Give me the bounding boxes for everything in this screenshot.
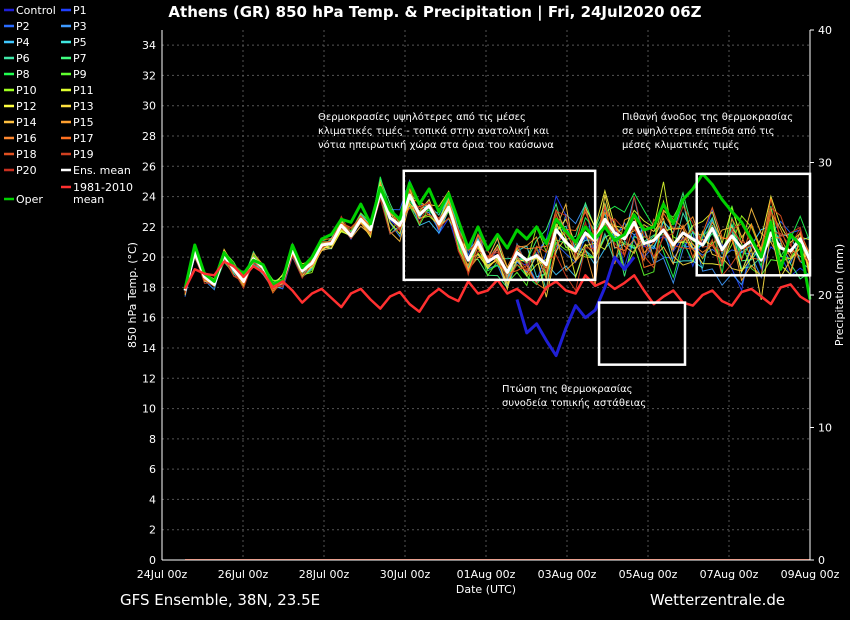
legend-entry: P17 — [73, 132, 94, 145]
y-tick-label: 0 — [149, 554, 156, 567]
annotations: Θερμοκρασίες υψηλότερες από τις μέσες κλι… — [318, 111, 793, 409]
series-line — [515, 255, 636, 358]
y-tick-label: 24 — [142, 191, 156, 204]
legend-entry: P5 — [73, 36, 87, 49]
annotation-text: Θερμοκρασίες υψηλότερες από τις μέσες — [318, 111, 526, 123]
annotation-text: νότια ηπειρωτική χώρα στα όρια του καύσω… — [318, 139, 554, 151]
y-tick-label: 34 — [142, 39, 156, 52]
grid — [161, 30, 811, 561]
legend-entry: mean — [73, 193, 104, 206]
annotation-text: Πιθανή άνοδος της θερμοκρασίας — [622, 111, 793, 123]
x-tick-label: 05Aug 00z — [619, 568, 678, 581]
annotation-box — [597, 301, 687, 366]
y-tick-label: 28 — [142, 130, 156, 143]
y2-tick-label: 20 — [818, 289, 832, 302]
x-tick-label: 07Aug 00z — [700, 568, 759, 581]
x-tick-label: 24Jul 00z — [137, 568, 188, 581]
axes: 0246810121416182022242628303234010203040… — [137, 24, 840, 581]
y-tick-label: 18 — [142, 281, 156, 294]
legend-entry: P11 — [73, 84, 94, 97]
y-tick-label: 22 — [142, 221, 156, 234]
legend-entry: P18 — [16, 148, 37, 161]
legend-entry: P13 — [73, 100, 94, 113]
legend-entry: Control — [16, 4, 56, 17]
legend: Control P1 P2 P3 P4 P5 P6 P7 P8 P9 P10 P11 P12 P13 P14… — [4, 4, 133, 206]
y2-tick-label: 40 — [818, 24, 832, 37]
y2-tick-label: 10 — [818, 422, 832, 435]
x-tick-label: 09Aug 00z — [781, 568, 840, 581]
annotation-text: σε υψηλότερα επίπεδα από τις — [622, 125, 775, 137]
legend-entry: P10 — [16, 84, 37, 97]
legend-entry: P19 — [73, 148, 94, 161]
x-tick-label: 28Jul 00z — [299, 568, 350, 581]
footer-source: Wetterzentrale.de — [650, 591, 785, 609]
annotation-text: συνοδεία τοπικής αστάθειας — [502, 397, 646, 409]
legend-entry: P3 — [73, 20, 87, 33]
legend-entry: Ens. mean — [73, 164, 131, 177]
y-tick-label: 20 — [142, 251, 156, 264]
y-tick-label: 30 — [142, 100, 156, 113]
y2-tick-label: 30 — [818, 157, 832, 170]
y-axis-label: 850 hPa Temp. (°C) — [126, 242, 139, 348]
annotation-box — [402, 169, 597, 282]
annotation-text: κλιματικές τιμές - τοπικά στην ανατολική… — [318, 125, 550, 137]
legend-entry: Oper — [16, 193, 43, 206]
legend-entry: P4 — [16, 36, 30, 49]
y-tick-label: 4 — [149, 493, 156, 506]
y-tick-label: 14 — [142, 342, 156, 355]
series-line — [183, 172, 812, 300]
annotation-text: μέσες κλιματικές τιμές — [622, 139, 740, 151]
y-tick-label: 26 — [142, 160, 156, 173]
legend-entry: P20 — [16, 164, 37, 177]
legend-entry: P2 — [16, 20, 30, 33]
chart-title: Athens (GR) 850 hPa Temp. & Precipitatio… — [168, 3, 701, 22]
y-tick-label: 8 — [149, 433, 156, 446]
y-tick-label: 2 — [149, 524, 156, 537]
x-tick-label: 01Aug 00z — [457, 568, 516, 581]
y2-axis-label: Precipitation (mm) — [833, 244, 846, 346]
x-tick-label: 30Jul 00z — [380, 568, 431, 581]
legend-entry: P9 — [73, 68, 87, 81]
x-tick-label: 03Aug 00z — [538, 568, 597, 581]
x-tick-label: 26Jul 00z — [218, 568, 269, 581]
y-tick-label: 16 — [142, 312, 156, 325]
y2-tick-label: 0 — [818, 554, 825, 567]
annotation-boxes — [402, 169, 812, 366]
legend-entry: P8 — [16, 68, 30, 81]
legend-entry: P14 — [16, 116, 37, 129]
x-axis-label: Date (UTC) — [456, 583, 516, 596]
legend-entry: P6 — [16, 52, 30, 65]
legend-entry: P1 — [73, 4, 87, 17]
footer-model-info: GFS Ensemble, 38N, 23.5E — [120, 591, 320, 609]
legend-entry: P16 — [16, 132, 37, 145]
y-tick-label: 32 — [142, 69, 156, 82]
y-tick-label: 6 — [149, 463, 156, 476]
legend-entry: P15 — [73, 116, 94, 129]
legend-entry: 1981-2010 — [73, 181, 133, 194]
annotation-text: Πτώση της θερμοκρασίας — [502, 383, 633, 395]
legend-entry: P12 — [16, 100, 37, 113]
y-tick-label: 10 — [142, 403, 156, 416]
y-tick-label: 12 — [142, 372, 156, 385]
legend-entry: P7 — [73, 52, 87, 65]
